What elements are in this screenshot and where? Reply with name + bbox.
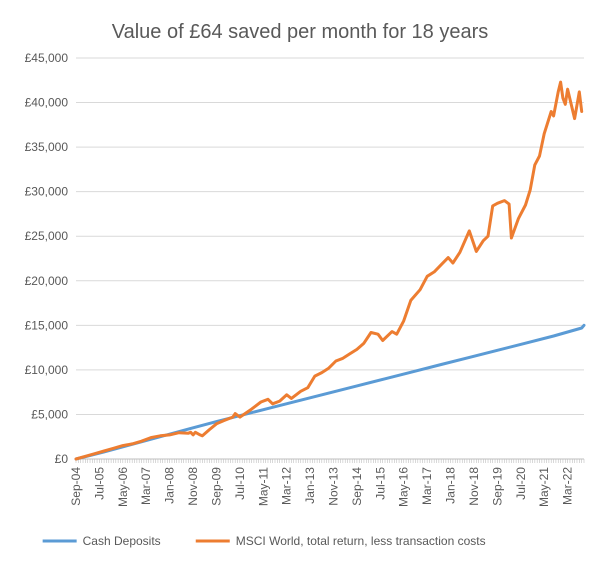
- x-tick-label: Sep-14: [350, 467, 364, 506]
- chart-title: Value of £64 saved per month for 18 year…: [112, 21, 489, 43]
- legend: Cash Deposits MSCI World, total return, l…: [42, 534, 486, 548]
- x-tick-label: Jul-15: [373, 467, 387, 500]
- x-tick-label: Mar-07: [139, 467, 153, 505]
- x-tick-label: Jul-20: [514, 467, 528, 500]
- series-layer: [74, 80, 586, 461]
- y-tick-label: £35,000: [25, 140, 69, 154]
- x-tick-label: Sep-04: [69, 467, 83, 506]
- y-tick-label: £0: [55, 452, 69, 466]
- x-tick-label: Nov-13: [327, 467, 341, 506]
- x-tick-label: May-16: [397, 467, 411, 507]
- y-tick-label: £5,000: [31, 407, 68, 421]
- x-tick-label: Jan-08: [163, 467, 177, 504]
- axis-layer: £0 £5,000 £10,000 £15,000 £20,000 £25,000 £30,…: [25, 51, 585, 507]
- x-tick-label: May-21: [537, 467, 551, 507]
- y-tick-label: £20,000: [25, 274, 69, 288]
- x-tick-label: Mar-12: [280, 467, 294, 505]
- y-tick-label: £10,000: [25, 363, 69, 377]
- x-tick-label: Jul-10: [233, 467, 247, 500]
- x-tick-label: Jul-05: [92, 467, 106, 500]
- y-tick-label: £30,000: [25, 185, 69, 199]
- x-tick-label: Jan-13: [303, 467, 317, 504]
- legend-label: Cash Deposits: [83, 534, 161, 548]
- x-tick-label: May-11: [256, 467, 270, 506]
- x-tick-label: May-06: [116, 467, 130, 507]
- x-tick-label: Mar-17: [420, 467, 434, 505]
- y-tick-label: £45,000: [25, 51, 69, 65]
- x-tick-label: Nov-08: [186, 467, 200, 506]
- x-tick-label: Mar-22: [561, 467, 575, 505]
- y-tick-label: £15,000: [25, 318, 69, 332]
- y-tick-label: £25,000: [25, 229, 69, 243]
- x-tick-label: Sep-09: [209, 467, 223, 506]
- x-tick-label: Jan-18: [444, 467, 458, 504]
- y-tick-label: £40,000: [25, 96, 69, 110]
- series-line: [74, 80, 584, 461]
- x-tick-label: Sep-19: [490, 467, 504, 506]
- grid-layer: [76, 57, 584, 415]
- x-tick-label: Nov-18: [467, 467, 481, 506]
- legend-label: MSCI World, total return, less transacti…: [236, 534, 486, 548]
